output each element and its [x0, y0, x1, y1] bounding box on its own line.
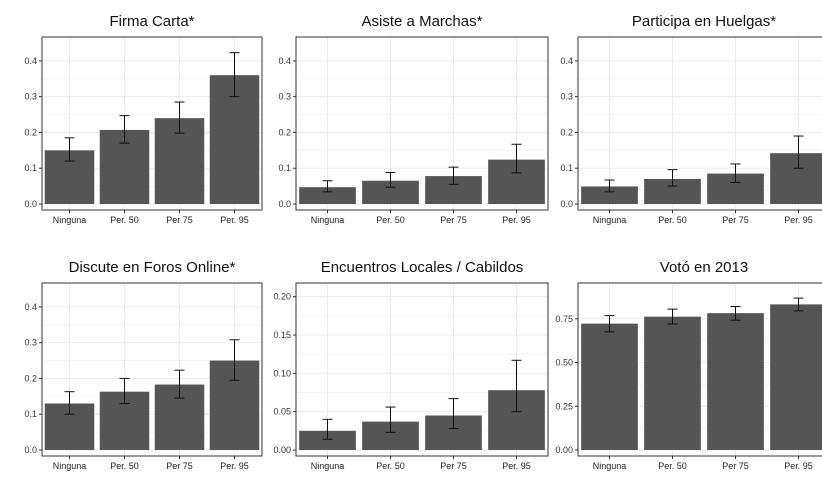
x-tick-label: Per 75 [166, 461, 193, 471]
chart-panel-6: Votó en 2013 0.00 0.25 0.50 0.75 Ninguna Per. … [555, 259, 822, 471]
y-tick-label: 0.75 [555, 314, 573, 324]
y-tick-label: 0.00 [273, 445, 291, 455]
bar [581, 186, 638, 204]
y-tick-label: 0.1 [24, 163, 37, 173]
x-tick-label: Per. 95 [220, 215, 249, 225]
y-tick-label: 0.3 [24, 338, 37, 348]
y-tick-label: 0.1 [560, 163, 573, 173]
panel-title: Firma Carta* [109, 13, 194, 30]
bar [644, 316, 701, 450]
bar [299, 430, 356, 450]
y-tick-label: 0.1 [278, 163, 291, 173]
panel-title: Encuentros Locales / Cabildos [321, 259, 524, 276]
panel-border [295, 282, 549, 457]
y-tick-label: 0.3 [24, 92, 37, 102]
x-tick-label: Per 75 [722, 461, 749, 471]
y-tick-label: 0.2 [278, 127, 291, 137]
y-tick-label: 0.00 [555, 445, 573, 455]
chart-panel-1: Firma Carta* 0.0 0.1 0.2 0.3 0.4 Ninguna Per. 5… [24, 13, 263, 225]
bar [362, 180, 419, 204]
x-tick-label: Ninguna [53, 215, 87, 225]
y-tick-label: 0.3 [560, 92, 573, 102]
y-tick-label: 0.2 [24, 373, 37, 383]
y-tick-label: 0.0 [560, 199, 573, 209]
y-tick-label: 0.4 [24, 302, 37, 312]
panel-border [41, 36, 263, 211]
y-tick-label: 0.4 [560, 56, 573, 66]
y-tick-label: 0.4 [24, 56, 37, 66]
panel-border [295, 36, 549, 211]
x-tick-label: Ninguna [593, 461, 627, 471]
x-tick-label: Ninguna [311, 461, 345, 471]
panel-border [577, 36, 822, 211]
x-tick-label: Per. 50 [658, 215, 687, 225]
chart-panel-5: Encuentros Locales / Cabildos 0.00 0.05 0.1… [273, 259, 549, 471]
y-tick-label: 0.4 [278, 56, 291, 66]
y-tick-label: 0.50 [555, 358, 573, 368]
bar [299, 187, 356, 204]
y-tick-label: 0.20 [273, 292, 291, 302]
y-tick-label: 0.2 [24, 127, 37, 137]
x-tick-label: Per 75 [440, 461, 467, 471]
x-tick-label: Ninguna [53, 461, 87, 471]
x-tick-label: Per. 95 [220, 461, 249, 471]
bar [707, 313, 764, 450]
panel-title: Asiste a Marchas* [362, 13, 483, 30]
bar [770, 153, 822, 204]
chart-panel-4: Discute en Foros Online* 0.0 0.1 0.2 0.3 0.4 N… [24, 259, 263, 471]
x-tick-label: Per. 50 [658, 461, 687, 471]
y-tick-label: 0.0 [24, 199, 37, 209]
x-tick-label: Per. 50 [110, 461, 139, 471]
y-tick-label: 0.0 [24, 445, 37, 455]
x-tick-label: Ninguna [311, 215, 345, 225]
y-tick-label: 0.10 [273, 368, 291, 378]
panel-border [41, 282, 263, 457]
x-tick-label: Per 75 [440, 215, 467, 225]
y-tick-label: 0.2 [560, 127, 573, 137]
panel-title: Participa en Huelgas* [632, 13, 776, 30]
x-tick-label: Per. 50 [376, 215, 405, 225]
chart-panel-3: Participa en Huelgas* 0.0 0.1 0.2 0.3 0.4 Ning… [560, 13, 822, 225]
y-tick-label: 0.25 [555, 401, 573, 411]
x-tick-label: Ninguna [593, 215, 627, 225]
x-tick-label: Per. 50 [110, 215, 139, 225]
y-tick-label: 0.1 [24, 409, 37, 419]
panel-title: Discute en Foros Online* [69, 259, 236, 276]
x-tick-label: Per 75 [166, 215, 193, 225]
x-tick-label: Per 75 [722, 215, 749, 225]
bar [770, 304, 822, 450]
y-tick-label: 0.0 [278, 199, 291, 209]
x-tick-label: Per. 95 [784, 461, 813, 471]
x-tick-label: Per. 95 [784, 215, 813, 225]
x-tick-label: Per. 50 [376, 461, 405, 471]
x-tick-label: Per. 95 [502, 461, 531, 471]
y-tick-label: 0.15 [273, 330, 291, 340]
bar [581, 323, 638, 450]
x-tick-label: Per. 95 [502, 215, 531, 225]
chart-panel-2: Asiste a Marchas* 0.0 0.1 0.2 0.3 0.4 Ninguna P… [278, 13, 549, 225]
y-tick-label: 0.05 [273, 407, 291, 417]
panel-title: Votó en 2013 [660, 259, 748, 276]
y-tick-label: 0.3 [278, 92, 291, 102]
panel-border [577, 282, 822, 457]
